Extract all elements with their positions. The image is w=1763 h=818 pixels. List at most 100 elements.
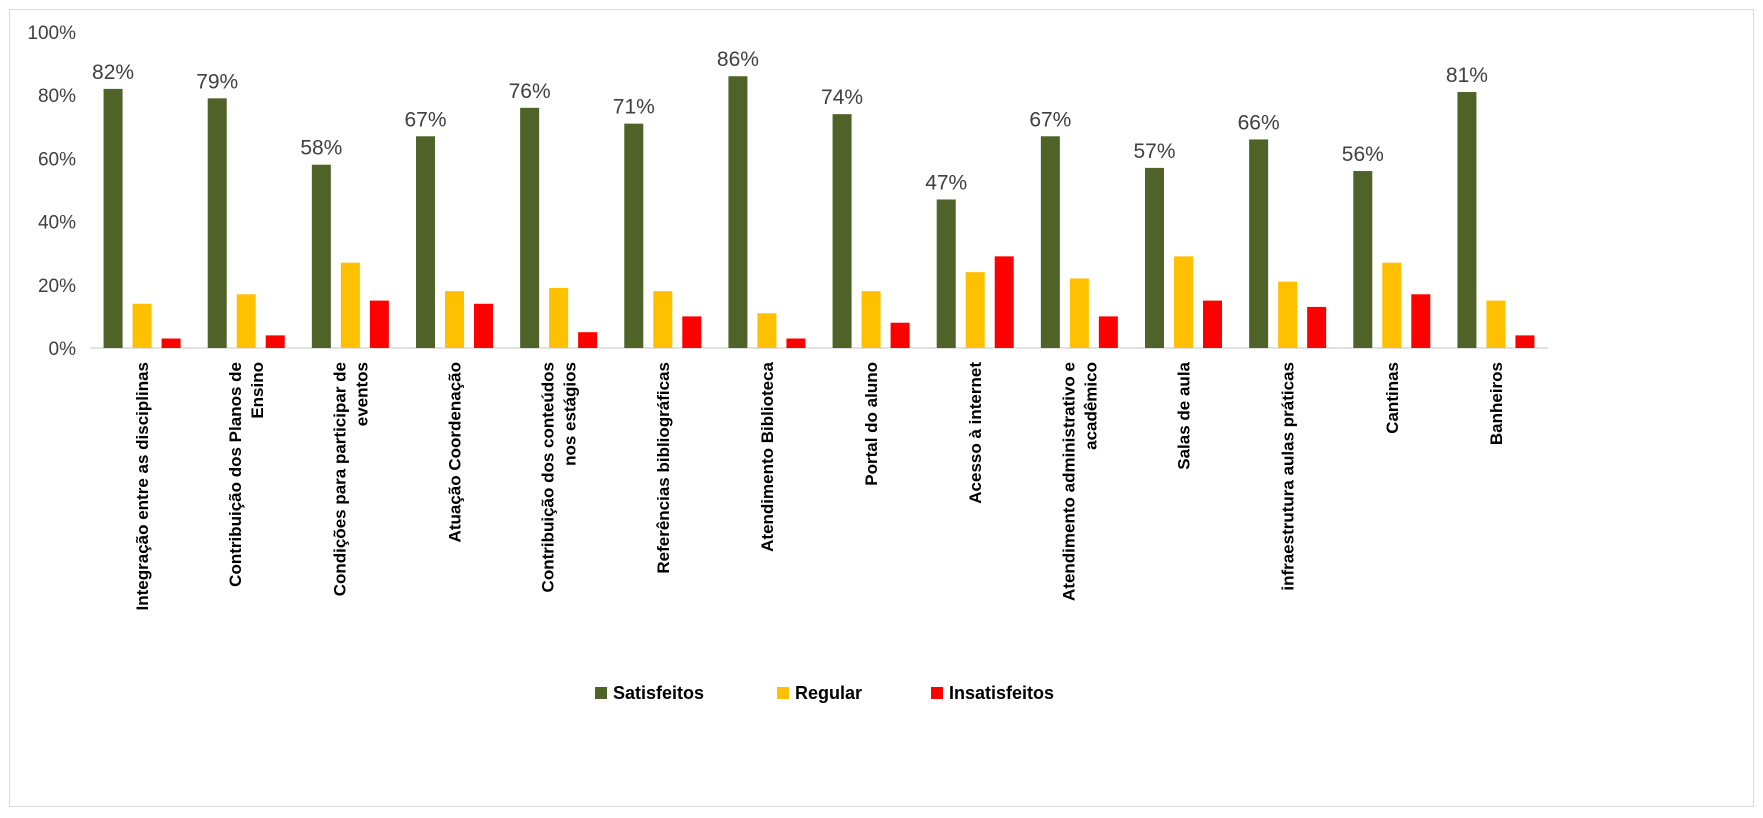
category-label-line: Salas de aula (1175, 361, 1194, 469)
category-label-line: nos estágios (561, 362, 580, 466)
bar-satisfeitos (1145, 167, 1164, 348)
category-label: Contribuição dos conteúdos nos estágios (539, 362, 580, 592)
data-label: 47% (925, 171, 967, 194)
legend-label-regular: Regular (795, 683, 862, 703)
bar-insatisfeitos (578, 332, 598, 348)
data-label: 71% (613, 96, 655, 119)
bar-insatisfeitos (1515, 335, 1535, 348)
bar-satisfeitos (1040, 136, 1060, 348)
bar-insatisfeitos (1203, 300, 1222, 348)
bar-insatisfeitos (786, 338, 806, 348)
category-label-line: infraestrutura aulas práticas (1279, 362, 1298, 591)
bar-regular (1174, 256, 1193, 348)
category-label: Atuação Coordenação (446, 362, 465, 542)
bar-regular (965, 272, 985, 348)
category-label-line: Condições para participar de (330, 362, 349, 596)
bar-insatisfeitos (161, 338, 181, 348)
category-label-line: Ensino (248, 362, 267, 419)
data-label: 67% (1029, 108, 1071, 131)
bar-satisfeitos (624, 123, 644, 348)
category-label-line: Referências bibliográficas (654, 362, 673, 574)
bar-satisfeitos (1457, 92, 1477, 348)
bar-regular (653, 291, 673, 348)
bar-satisfeitos (936, 199, 956, 348)
data-label: 81% (1446, 64, 1488, 87)
category-label-line: Integração entre as disciplinas (133, 362, 152, 610)
category-label: Cantinas (1383, 362, 1402, 434)
data-label: 56% (1342, 143, 1384, 166)
bar-insatisfeitos (369, 300, 389, 348)
bar-satisfeitos (1249, 139, 1269, 348)
legend-swatch-insatisfeitos (931, 687, 943, 699)
bar-satisfeitos (416, 136, 435, 348)
labels-layer: 82% Integração entre as disciplinas 79% Con… (92, 48, 1506, 610)
axis-layer: 0% 20% 40% 60% 80% 100% (27, 23, 1548, 360)
category-label: Condições para participar de eventos (330, 362, 371, 596)
category-label-line: Contribuição dos Planos de (226, 362, 245, 587)
bar-chart: 0% 20% 40% 60% 80% 100% 82% Integração entre a… (27, 23, 1548, 703)
bar-satisfeitos (207, 98, 227, 348)
y-tick-label: 100% (27, 23, 76, 44)
data-label: 86% (717, 48, 759, 71)
category-label: Contribuição dos Planos de Ensino (226, 362, 267, 587)
bar-regular (340, 262, 360, 348)
bar-insatisfeitos (682, 316, 702, 348)
category-label-line: acadêmico (1081, 362, 1100, 450)
data-label: 76% (509, 80, 551, 103)
bar-insatisfeitos (474, 303, 493, 348)
data-label: 82% (92, 61, 134, 84)
bar-satisfeitos (832, 114, 852, 348)
category-label: Atendimento Biblioteca (758, 361, 777, 551)
bar-satisfeitos (728, 76, 748, 349)
category-label: infraestrutura aulas práticas (1279, 362, 1298, 591)
category-label-line: Portal do aluno (862, 362, 881, 486)
category-label-line: Cantinas (1383, 362, 1402, 434)
bar-insatisfeitos (1307, 306, 1327, 348)
y-tick-label: 40% (38, 213, 76, 234)
bar-regular (1382, 262, 1402, 348)
legend-swatch-satisfeitos (595, 687, 607, 699)
data-label: 79% (196, 70, 238, 93)
bar-regular (1278, 281, 1298, 348)
category-label: Portal do aluno (862, 362, 881, 486)
category-label-line: Atendimento Biblioteca (758, 361, 777, 551)
category-label-line: Atendimento administrativo e (1059, 362, 1078, 601)
bar-insatisfeitos (994, 256, 1014, 348)
bar-insatisfeitos (1098, 316, 1118, 348)
category-label-line: Banheiros (1487, 362, 1506, 445)
category-label-line: Atuação Coordenação (446, 362, 465, 542)
data-label: 66% (1238, 111, 1280, 134)
bar-satisfeitos (103, 88, 123, 348)
bar-regular (861, 291, 881, 348)
category-label-line: Acesso à internet (966, 362, 985, 504)
bar-regular (1069, 278, 1089, 348)
category-label-line: eventos (352, 362, 371, 426)
data-label: 58% (300, 137, 342, 160)
bar-regular (1486, 300, 1506, 348)
legend: Satisfeitos Regular Insatisfeitos (595, 683, 1054, 703)
bar-insatisfeitos (890, 322, 910, 348)
bar-regular (236, 294, 256, 348)
bar-regular (132, 303, 152, 348)
bar-insatisfeitos (1411, 294, 1431, 348)
category-label: Integração entre as disciplinas (133, 362, 152, 610)
bar-regular (757, 313, 777, 348)
category-label-line: Contribuição dos conteúdos (539, 362, 558, 592)
data-label: 57% (1133, 140, 1175, 163)
y-tick-label: 0% (49, 339, 77, 360)
y-tick-label: 20% (38, 276, 76, 297)
bar-satisfeitos (520, 107, 540, 348)
y-tick-label: 60% (38, 149, 76, 170)
category-label: Salas de aula (1175, 361, 1194, 469)
y-tick-label: 80% (38, 86, 76, 107)
category-label: Atendimento administrativo e acadêmico (1059, 362, 1100, 601)
legend-label-satisfeitos: Satisfeitos (613, 683, 704, 703)
legend-swatch-regular (777, 687, 789, 699)
bar-regular (445, 291, 464, 348)
category-label: Acesso à internet (966, 362, 985, 504)
chart-container: 0% 20% 40% 60% 80% 100% 82% Integração entre a… (9, 9, 1754, 807)
bars-layer (103, 76, 1535, 349)
bar-satisfeitos (1353, 171, 1373, 348)
bar-regular (549, 287, 569, 348)
bar-insatisfeitos (265, 335, 285, 348)
